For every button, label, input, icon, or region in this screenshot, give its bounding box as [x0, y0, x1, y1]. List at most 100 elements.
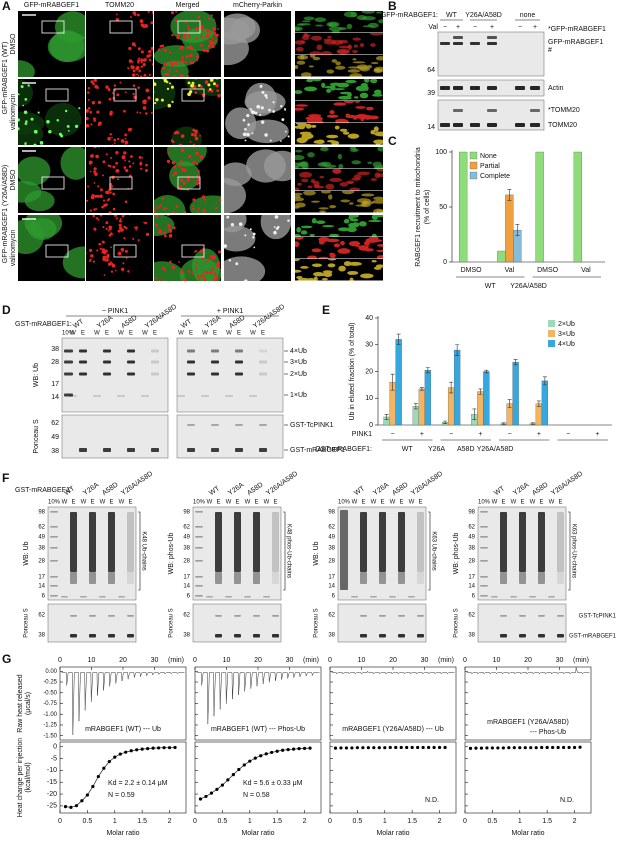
band — [50, 526, 58, 528]
organelle — [211, 282, 215, 286]
band — [480, 526, 488, 528]
data-point — [421, 745, 425, 750]
organelle — [176, 36, 180, 40]
band — [510, 596, 517, 598]
zoom-signal — [310, 116, 316, 119]
band — [127, 512, 134, 572]
organelle — [132, 84, 136, 87]
band — [89, 512, 96, 572]
organelle — [97, 218, 100, 221]
zoom-signal — [308, 114, 322, 117]
organelle — [172, 140, 175, 144]
organelle — [150, 21, 153, 25]
zoom-signal — [333, 169, 342, 174]
organelle — [191, 207, 195, 211]
zoom-signal — [295, 149, 303, 153]
fraction-label: W — [352, 500, 358, 506]
zoom-signal — [377, 147, 383, 152]
organelle — [119, 218, 122, 221]
band-label: 2×Ub — [290, 371, 307, 378]
cell — [224, 162, 252, 186]
zoom-signal — [333, 102, 347, 106]
organelle — [287, 219, 290, 222]
organelle — [195, 37, 198, 40]
organelle — [106, 190, 110, 195]
organelle — [101, 174, 104, 177]
data-point — [286, 747, 290, 752]
fraction-label: W — [62, 500, 68, 506]
zoom-signal — [318, 239, 325, 245]
band — [487, 109, 497, 112]
y-tick-label: -5 — [51, 755, 57, 762]
organelle — [127, 270, 130, 273]
itc-result: Kd = 5.6 ± 0.33 μM — [243, 780, 303, 787]
zoom-signal — [301, 20, 311, 23]
band-label: Actin — [548, 85, 564, 92]
organelle — [155, 215, 159, 219]
organelle — [145, 163, 148, 167]
organelle — [218, 250, 221, 254]
micrograph — [224, 215, 291, 281]
band-label: GST-mRABGEF1 — [290, 447, 345, 454]
band — [187, 448, 195, 452]
band — [259, 372, 267, 376]
zoom-signal — [351, 160, 362, 165]
x-tick-label: Val — [581, 267, 591, 274]
y-tick-label: 40 — [365, 315, 373, 322]
error-bar — [425, 367, 430, 374]
organelle — [183, 211, 187, 213]
zoom-signal — [355, 245, 370, 248]
organelle — [191, 177, 194, 179]
organelle — [251, 132, 254, 135]
organelle — [213, 272, 217, 276]
band — [440, 123, 450, 127]
band — [519, 634, 526, 638]
x-unit-label: (min) — [573, 657, 589, 664]
organelle — [215, 79, 219, 81]
micrograph — [224, 11, 291, 77]
legend-label: None — [480, 153, 497, 160]
data-point — [490, 746, 494, 750]
organelle — [215, 276, 218, 279]
organelle — [93, 170, 96, 174]
data-point — [474, 746, 478, 750]
organelle — [259, 84, 263, 88]
cell — [245, 119, 289, 144]
organelle — [89, 248, 93, 252]
organelle — [111, 92, 114, 94]
organelle — [160, 287, 163, 290]
organelle — [86, 123, 90, 128]
band — [225, 596, 232, 598]
bar — [573, 151, 583, 263]
organelle — [195, 151, 199, 156]
organelle — [104, 249, 108, 253]
organelle — [201, 195, 206, 199]
data-point — [468, 746, 473, 750]
micrograph — [154, 11, 221, 77]
band — [379, 634, 386, 638]
organelle — [155, 277, 158, 280]
organelle — [244, 128, 247, 131]
x-tick-label: 1.5 — [272, 818, 282, 825]
zoom-signal — [361, 11, 375, 14]
cell — [18, 156, 51, 186]
zoom-signal — [311, 263, 323, 267]
zoom-signal — [299, 131, 312, 136]
micrograph — [18, 11, 85, 77]
organelle — [196, 274, 200, 278]
organelle — [202, 209, 206, 213]
zoom-signal — [352, 147, 357, 151]
band — [398, 634, 405, 638]
organelle — [203, 270, 207, 273]
organelle — [175, 11, 177, 13]
zoom-signal — [295, 269, 302, 273]
zoom-signal — [367, 161, 373, 165]
fraction-label: E — [153, 331, 157, 337]
error-bar — [507, 399, 512, 408]
x-tick-label: 0.5 — [83, 818, 93, 825]
organelle — [175, 76, 177, 77]
band — [127, 448, 135, 452]
x-tick-label: 1.5 — [137, 818, 147, 825]
organelle — [137, 47, 141, 51]
